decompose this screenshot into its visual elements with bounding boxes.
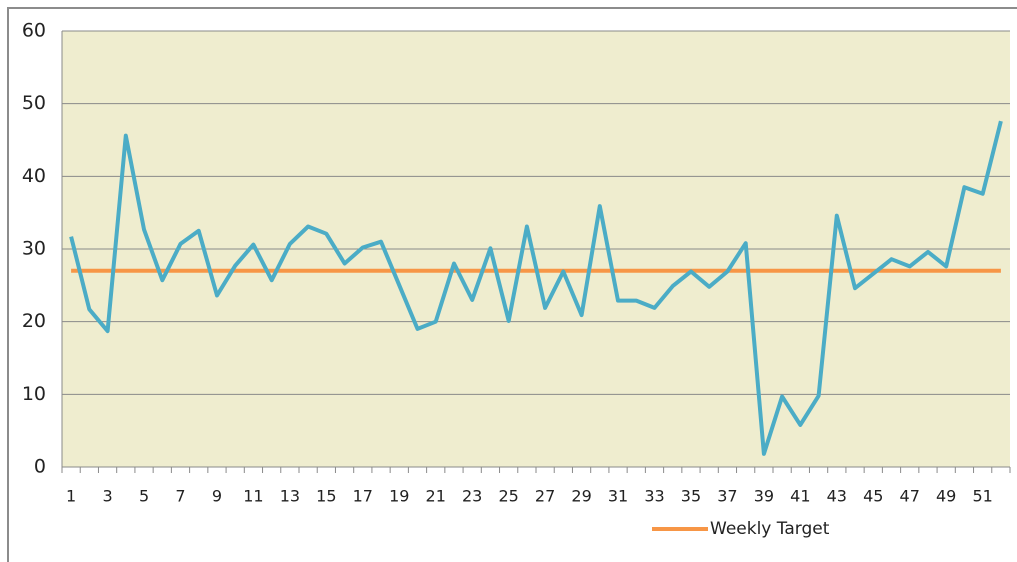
x-tick-label: 15 [316, 487, 336, 506]
x-tick-label: 35 [681, 487, 701, 506]
x-tick-label: 11 [243, 487, 263, 506]
x-tick-label: 19 [389, 487, 409, 506]
x-tick-label: 45 [863, 487, 883, 506]
series-line [69, 120, 1003, 456]
x-tick-label: 5 [139, 487, 149, 506]
x-tick-label: 7 [175, 487, 185, 506]
x-tick-label: 9 [212, 487, 222, 506]
x-tick-label: 25 [498, 487, 518, 506]
x-tick-label: 21 [426, 487, 446, 506]
y-tick-label: 60 [22, 20, 46, 42]
y-tick-label: 10 [22, 383, 46, 405]
x-tick-label: 33 [644, 487, 664, 506]
x-tick-label: 41 [790, 487, 810, 506]
x-tick-label: 27 [535, 487, 555, 506]
x-tick-label: 1 [66, 487, 76, 506]
x-tick-label: 17 [353, 487, 373, 506]
x-tick-label: 3 [102, 487, 112, 506]
y-tick-label: 40 [22, 165, 46, 187]
x-tick-label: 13 [280, 487, 300, 506]
x-tick-label: 37 [717, 487, 737, 506]
x-tick-label: 23 [462, 487, 482, 506]
y-tick-label: 0 [34, 456, 46, 478]
x-tick-label: 29 [571, 487, 591, 506]
x-tick-label: 47 [900, 487, 920, 506]
x-tick-label: 43 [827, 487, 847, 506]
x-tick-label: 31 [608, 487, 628, 506]
y-tick-label: 50 [22, 92, 46, 114]
x-tick-label: 49 [936, 487, 956, 506]
y-tick-label: 30 [22, 238, 46, 260]
legend-label: Weekly Target [710, 519, 830, 539]
y-tick-label: 20 [22, 310, 46, 332]
x-tick-label: 39 [754, 487, 774, 506]
x-tick-label: 51 [972, 487, 992, 506]
